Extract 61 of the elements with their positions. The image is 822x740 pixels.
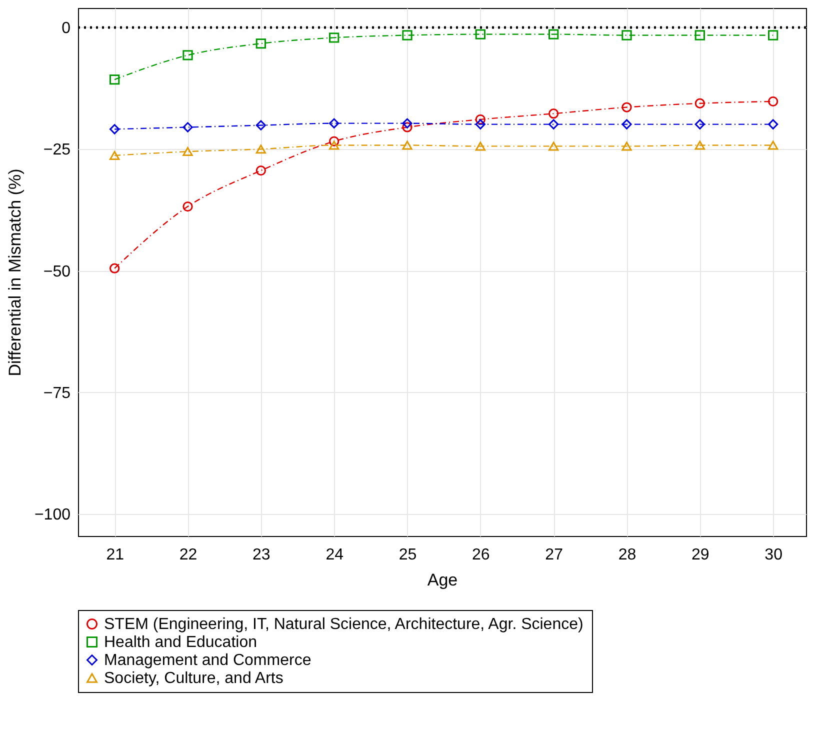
y-axis-title: Differential in Mismatch (%) xyxy=(5,168,24,376)
point xyxy=(548,108,559,119)
point xyxy=(475,29,486,40)
x-axis-title: Age xyxy=(427,570,458,590)
x-tick-label: 28 xyxy=(618,546,636,564)
point xyxy=(768,119,778,130)
x-tick-label: 23 xyxy=(252,546,270,564)
point xyxy=(110,124,120,134)
point xyxy=(402,30,412,40)
point xyxy=(402,118,412,128)
x-tick-label: 27 xyxy=(545,546,564,564)
point xyxy=(694,30,705,40)
x-tick-label: 30 xyxy=(764,546,783,564)
point xyxy=(402,122,412,132)
point xyxy=(182,147,193,156)
legend-label: Society, Culture, and Arts xyxy=(104,670,284,687)
point xyxy=(622,142,632,151)
point xyxy=(475,114,486,125)
point xyxy=(548,142,559,151)
point xyxy=(548,29,559,40)
point xyxy=(694,98,705,108)
legend-label: Health and Education xyxy=(104,634,257,651)
point xyxy=(110,150,120,160)
point xyxy=(182,122,193,132)
point xyxy=(768,96,778,107)
y-tick-label: 0 xyxy=(62,20,71,37)
x-tick-label: 21 xyxy=(106,546,124,564)
legend-label: STEM (Engineering, IT, Natural Science, Architecture, Agr. Science) xyxy=(104,616,584,633)
point xyxy=(768,140,778,150)
point xyxy=(256,120,266,130)
point xyxy=(475,142,486,151)
point xyxy=(329,140,340,150)
x-tick-label: 26 xyxy=(472,546,490,564)
point xyxy=(548,119,559,130)
y-tick-label: −25 xyxy=(43,142,71,159)
point xyxy=(256,38,266,49)
point xyxy=(622,119,632,130)
point xyxy=(694,140,705,150)
point xyxy=(402,140,412,150)
point xyxy=(182,201,193,212)
legend-label: Management and Commerce xyxy=(104,652,312,669)
x-tick-label: 25 xyxy=(398,546,417,564)
point xyxy=(256,144,266,154)
x-tick-label: 29 xyxy=(692,546,710,564)
x-tick-label: 24 xyxy=(326,546,344,564)
point xyxy=(768,30,778,40)
point xyxy=(329,136,340,146)
point xyxy=(622,30,632,40)
point xyxy=(110,74,120,85)
point xyxy=(110,263,120,274)
point xyxy=(475,119,486,130)
x-tick-label: 22 xyxy=(179,546,198,564)
y-tick-label: −50 xyxy=(43,263,71,280)
point xyxy=(256,165,266,176)
point xyxy=(329,118,340,128)
point xyxy=(622,102,632,112)
point xyxy=(329,32,340,43)
point xyxy=(694,119,705,130)
point xyxy=(182,50,193,60)
y-tick-label: −100 xyxy=(34,506,71,524)
y-tick-label: −75 xyxy=(43,384,71,402)
